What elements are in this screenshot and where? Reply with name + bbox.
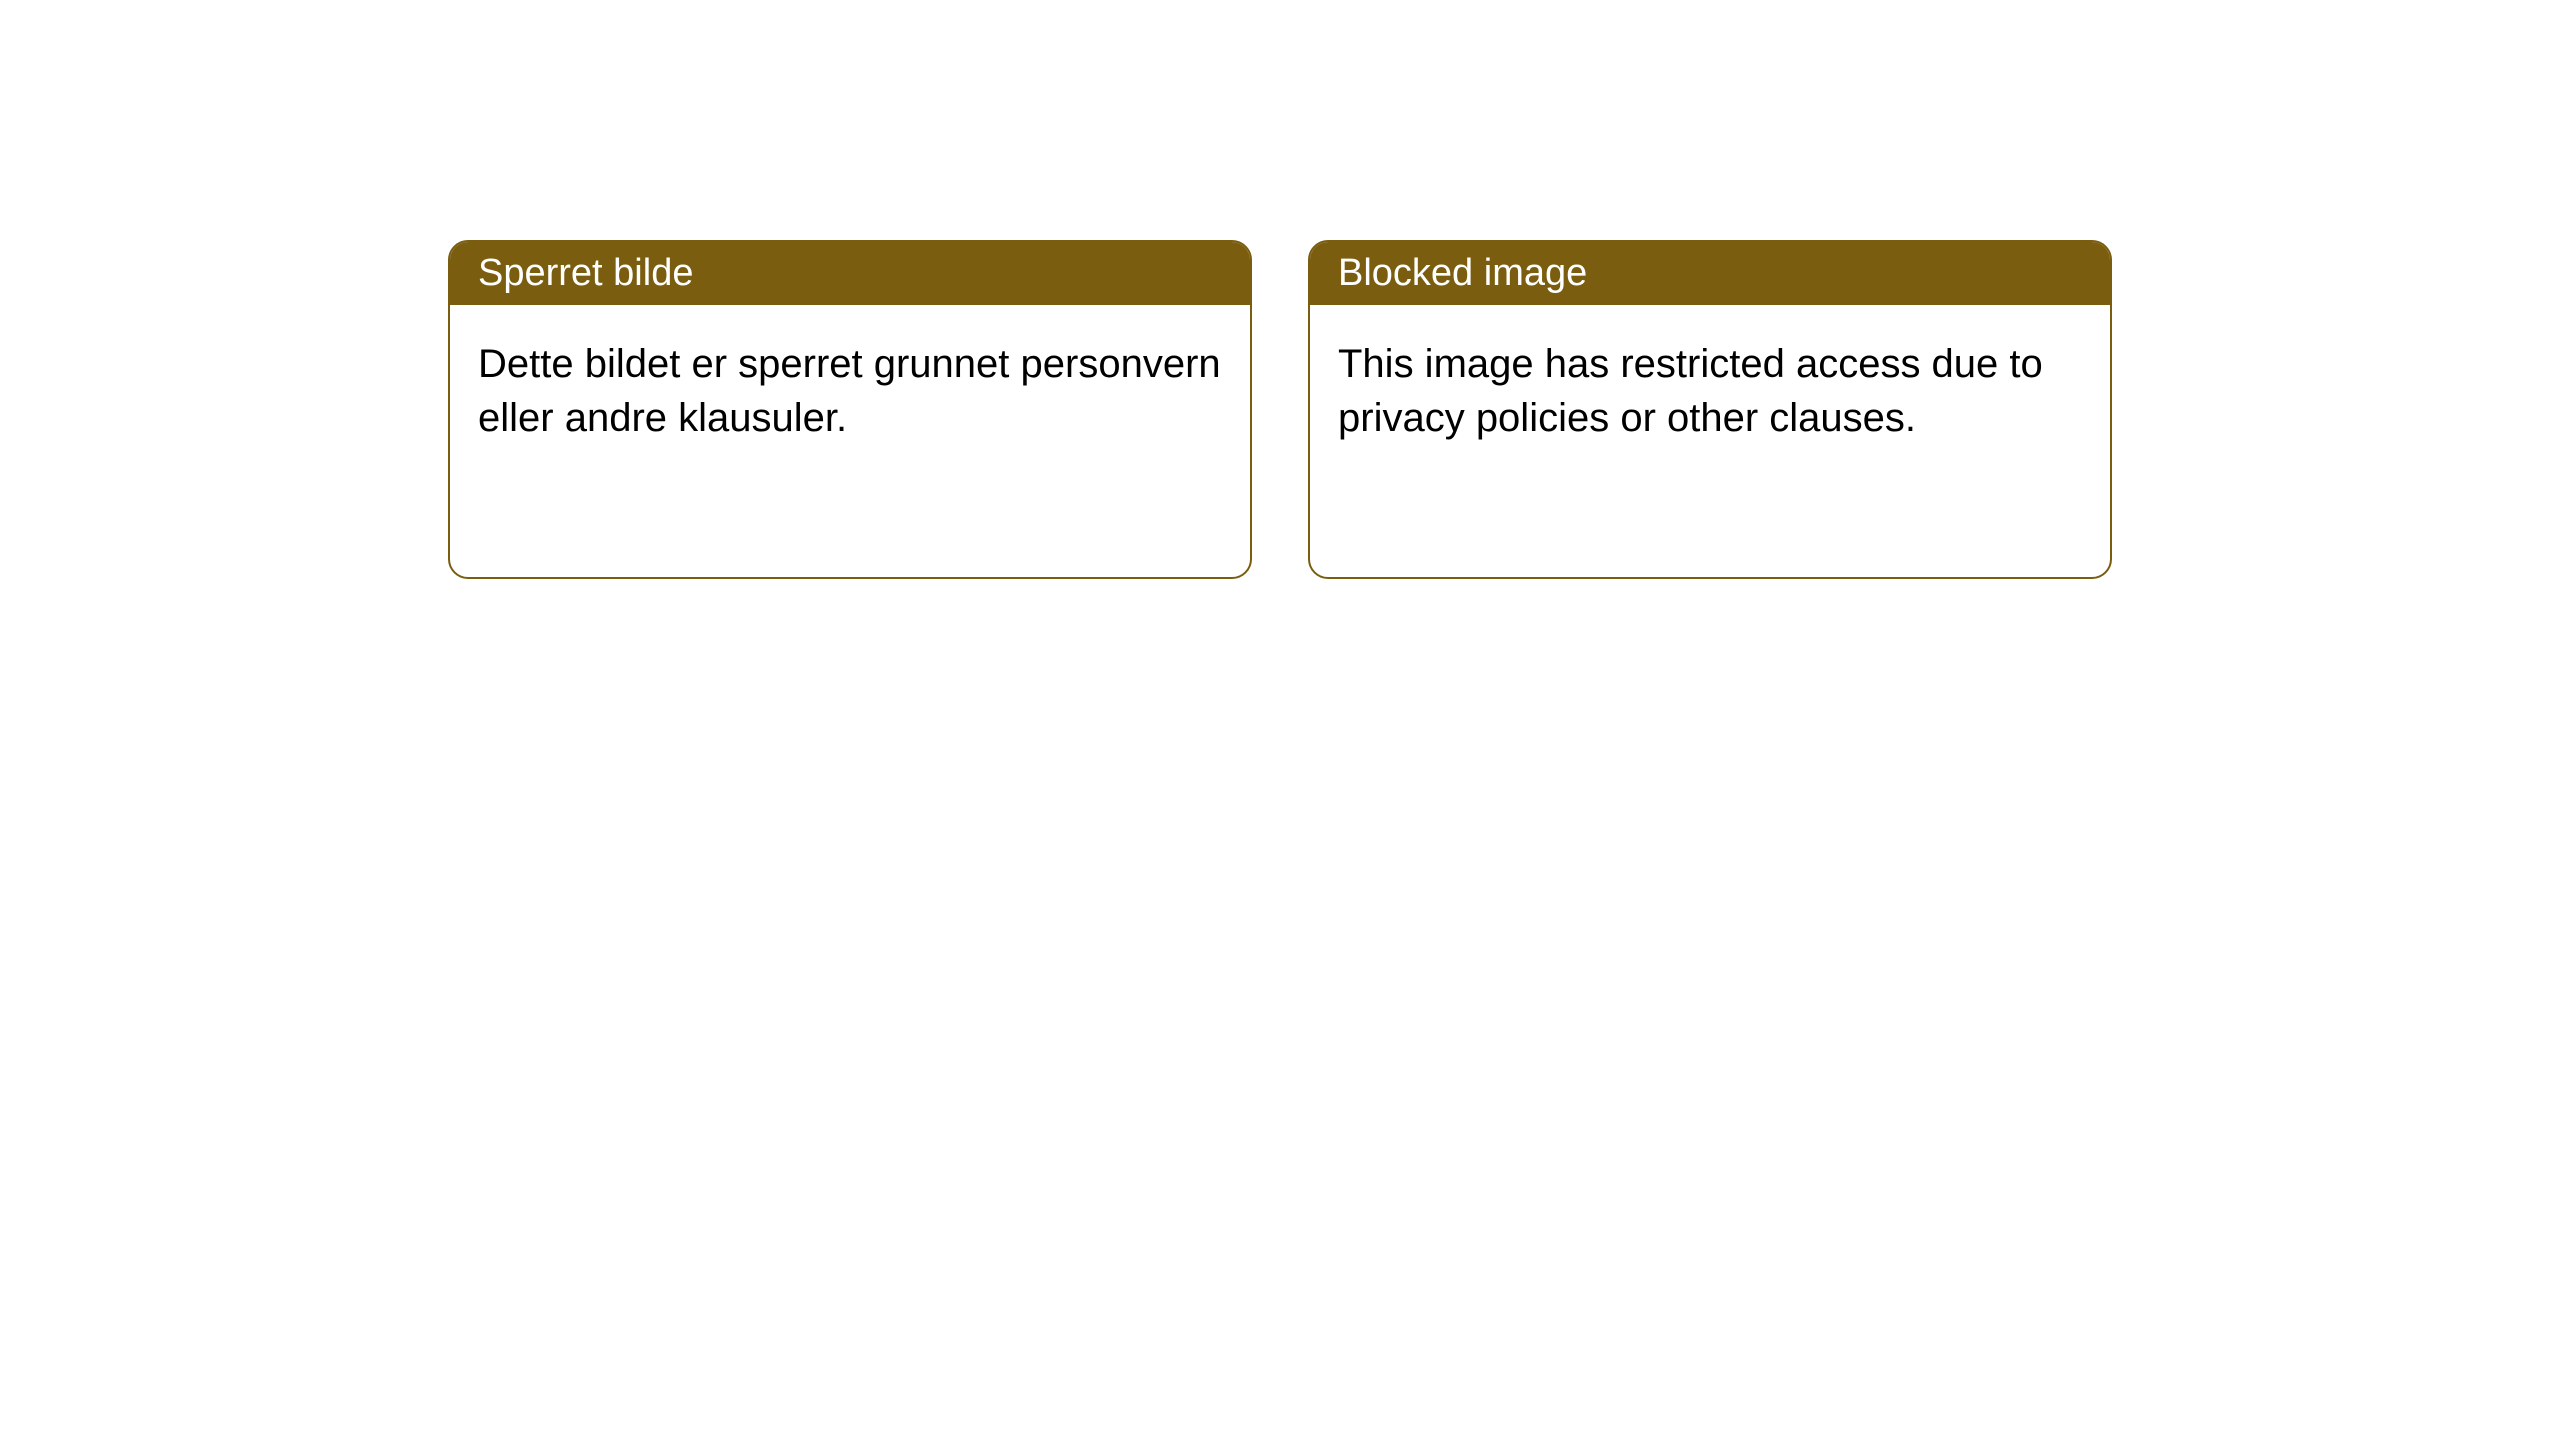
card-english: Blocked image This image has restricted … bbox=[1308, 240, 2112, 579]
card-body-norwegian: Dette bildet er sperret grunnet personve… bbox=[450, 305, 1250, 577]
card-body-english: This image has restricted access due to … bbox=[1310, 305, 2110, 577]
card-header-english: Blocked image bbox=[1310, 242, 2110, 305]
card-header-norwegian: Sperret bilde bbox=[450, 242, 1250, 305]
cards-container: Sperret bilde Dette bildet er sperret gr… bbox=[448, 240, 2112, 579]
card-norwegian: Sperret bilde Dette bildet er sperret gr… bbox=[448, 240, 1252, 579]
